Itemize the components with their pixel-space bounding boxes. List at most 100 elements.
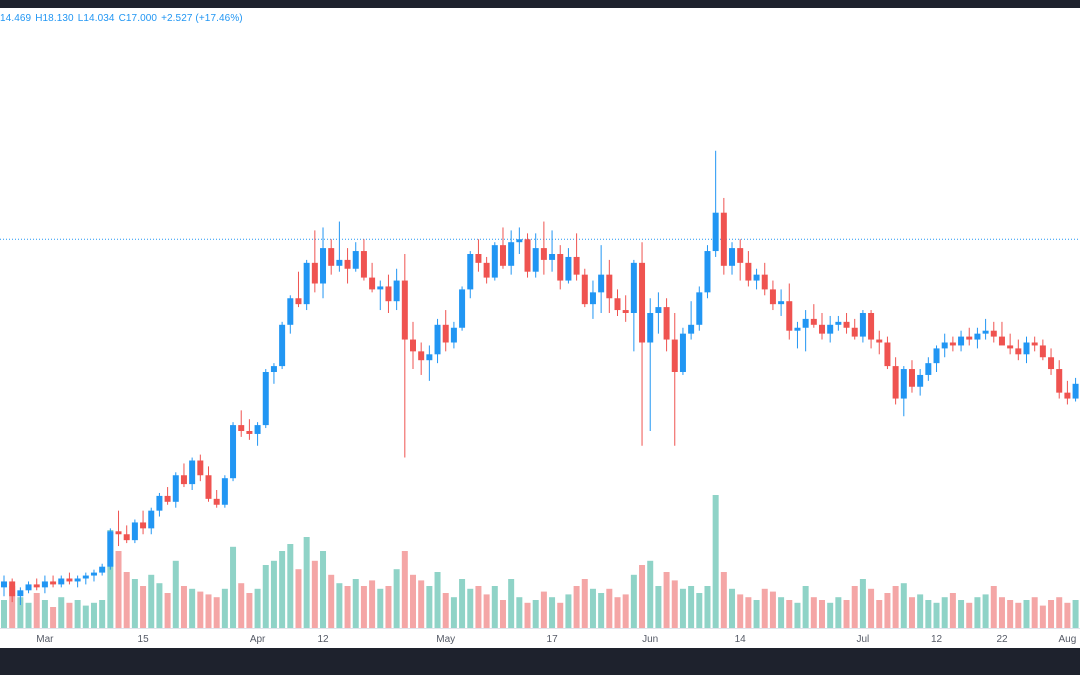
candle-body	[655, 307, 662, 313]
candle	[107, 528, 114, 570]
candle-body	[426, 354, 433, 361]
candle-body	[410, 339, 416, 352]
volume-bar	[385, 586, 392, 628]
volume-bar	[213, 597, 220, 628]
candle	[74, 575, 81, 588]
candle	[25, 581, 32, 594]
legend-high: H18.130	[35, 13, 74, 24]
candlestick-chart[interactable]: Mar 15 Apr 12 May 17 Jun 14 Jul 12 22 Aug	[0, 8, 1080, 648]
volume-bar	[819, 600, 825, 628]
candle	[655, 292, 662, 334]
volume-bar	[876, 600, 883, 628]
volume-bar	[205, 594, 212, 628]
candle-body	[990, 330, 997, 337]
candle-body	[884, 342, 891, 367]
candle	[941, 333, 948, 358]
candle-body	[786, 301, 793, 331]
candle-body	[966, 336, 973, 340]
volume-bar	[851, 586, 858, 628]
candle	[958, 330, 965, 352]
x-tick-label: 12	[317, 634, 329, 645]
volume-bar	[720, 572, 727, 628]
candle-body	[238, 425, 245, 431]
candle-body	[769, 289, 776, 305]
volume-bar	[295, 569, 302, 628]
candle-body	[540, 248, 547, 260]
volume-bar	[868, 588, 875, 628]
volume-bar	[238, 583, 245, 628]
candle	[859, 310, 866, 343]
volume-bar	[352, 579, 359, 628]
volume-bar	[90, 602, 97, 628]
candle-body	[131, 522, 138, 541]
candle-body	[401, 280, 408, 340]
candle	[1031, 336, 1038, 352]
volume-bar	[688, 586, 695, 628]
volume-bar	[737, 594, 744, 628]
candle-body	[622, 310, 629, 313]
candle	[639, 242, 646, 446]
candle	[393, 268, 400, 311]
candle-body	[663, 307, 670, 340]
candle-body	[1039, 345, 1046, 358]
candle-body	[843, 321, 850, 328]
volume-bar	[532, 600, 539, 628]
candle	[1039, 339, 1046, 361]
candle	[58, 575, 65, 588]
volume-bar	[827, 602, 834, 628]
volume-bar	[729, 588, 736, 628]
volume-bar	[115, 551, 122, 628]
candle-body	[900, 369, 907, 399]
candle	[900, 366, 907, 417]
volume-bar	[475, 586, 482, 628]
volume-bar	[630, 574, 637, 628]
candle	[843, 313, 850, 334]
candle-body	[107, 531, 114, 567]
candle-body	[549, 254, 556, 260]
candle	[532, 233, 539, 278]
candle	[884, 336, 891, 370]
volume-bar	[131, 579, 138, 628]
candle-body	[917, 374, 924, 387]
volume-bar	[483, 594, 490, 628]
volume-bar	[908, 597, 915, 628]
x-tick-label: Aug	[1059, 634, 1077, 645]
candle	[565, 248, 572, 284]
volume-bar	[369, 580, 376, 628]
candle	[516, 227, 523, 254]
volume-bar	[499, 600, 506, 628]
candle-body	[933, 348, 940, 364]
volume-bar	[1056, 597, 1063, 628]
volume-bar	[426, 586, 433, 628]
candle	[712, 150, 719, 257]
candle	[778, 289, 785, 316]
chart-panel[interactable]: Mar 15 Apr 12 May 17 Jun 14 Jul 12 22 Aug 14.469 H18…	[0, 8, 1080, 648]
candle-body	[810, 318, 817, 325]
candle	[998, 321, 1005, 346]
volume-bar	[843, 600, 850, 628]
volume-bar	[786, 600, 793, 628]
candle	[647, 298, 654, 431]
candle-body	[58, 578, 65, 585]
volume-bar	[769, 591, 776, 628]
candle	[1048, 348, 1055, 375]
candle	[311, 230, 318, 293]
candle-body	[156, 495, 163, 511]
candle-body	[647, 313, 654, 343]
candle-body	[859, 313, 866, 337]
volume-bar	[401, 551, 408, 628]
volume-bar	[679, 588, 686, 628]
candle	[557, 245, 564, 290]
volume-bar	[573, 586, 580, 628]
volume-bar	[1039, 605, 1046, 628]
candle-body	[639, 262, 646, 343]
candle	[295, 271, 302, 308]
volume-bar	[50, 607, 57, 628]
volume-bar	[998, 597, 1005, 628]
candle-body	[442, 324, 449, 343]
candle	[581, 268, 588, 308]
candle-body	[704, 251, 711, 293]
candle-body	[671, 339, 678, 372]
candle-body	[328, 248, 335, 266]
x-tick-label: 22	[996, 634, 1008, 645]
